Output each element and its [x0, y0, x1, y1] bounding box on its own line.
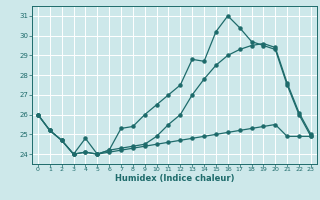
X-axis label: Humidex (Indice chaleur): Humidex (Indice chaleur)	[115, 174, 234, 183]
